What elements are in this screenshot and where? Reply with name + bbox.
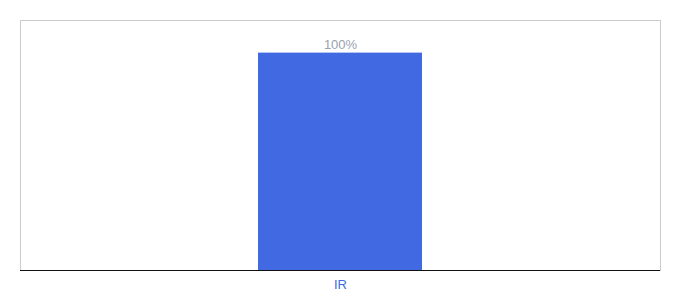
svg-text:100%: 100% (324, 37, 358, 52)
svg-text:IR: IR (334, 277, 347, 292)
